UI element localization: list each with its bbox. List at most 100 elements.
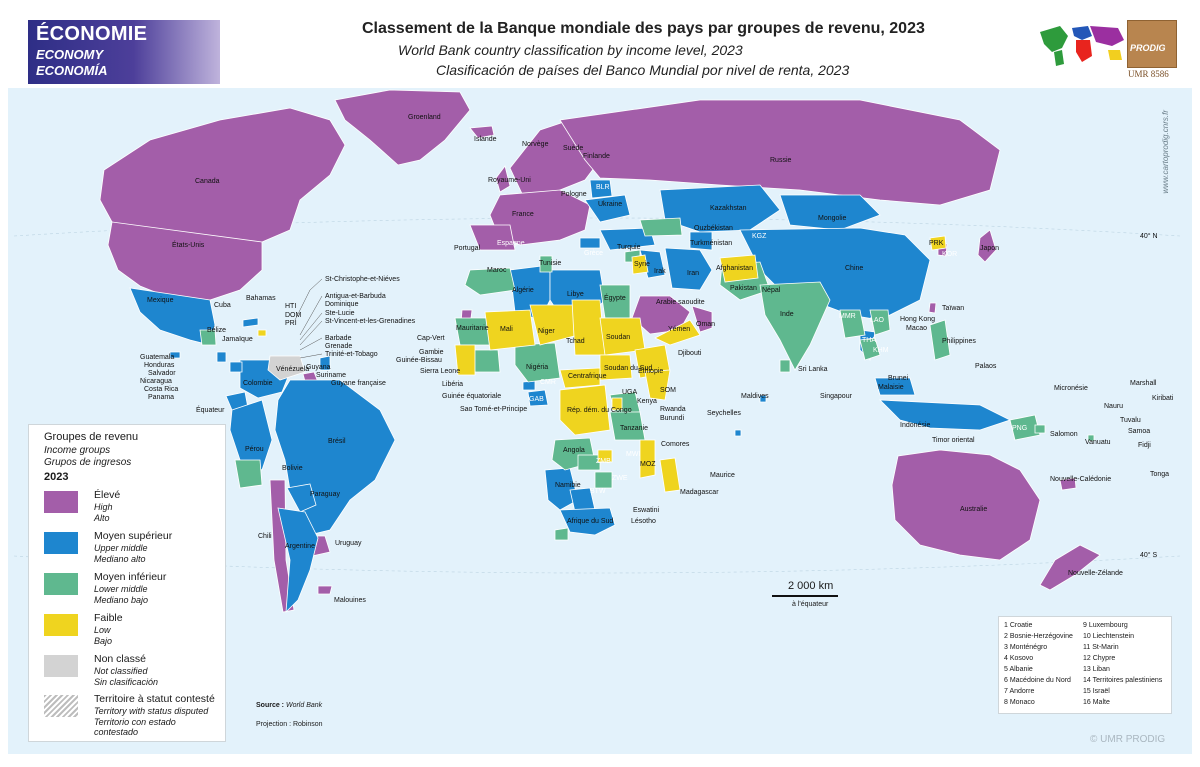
- label-perou: Pérou: [245, 446, 264, 453]
- region-malaysia: [874, 377, 916, 396]
- theme-es: ECONOMÍA: [36, 63, 108, 78]
- label-tha: THA: [862, 337, 876, 344]
- label-kgz: KGZ: [752, 233, 767, 240]
- label-kor: KOR: [942, 251, 957, 258]
- label-carib-6: Grenade: [325, 343, 352, 350]
- label-libye: Libye: [567, 291, 584, 298]
- region-paraguay: [286, 483, 317, 513]
- inset-item: 15 Israël: [1083, 688, 1110, 695]
- source-label: Source :: [256, 702, 285, 709]
- region-zambia: [577, 454, 601, 471]
- label-guyane: Guyane française: [331, 380, 386, 387]
- label-som: SOM: [660, 387, 676, 394]
- region-rwanda-burundi: [611, 397, 623, 411]
- label-colombie: Colombie: [243, 380, 273, 387]
- label-russie: Russie: [770, 157, 792, 164]
- region-solomon: [1034, 424, 1046, 434]
- region-philippines: [929, 319, 951, 361]
- legend-item-lower-middle: Moyen inférieur Lower middle Mediano baj…: [44, 571, 219, 611]
- label-malaisie: Malaisie: [878, 384, 904, 391]
- label-zmb: ZMB: [596, 458, 611, 465]
- label-kazakhstan: Kazakhstan: [710, 205, 747, 212]
- label-blr: BLR: [596, 184, 610, 191]
- label-irak: Irak: [654, 268, 666, 275]
- prodig-logo-text: PRODIG: [1130, 43, 1166, 53]
- label-nouvelle-caledonie: Nouvelle-Calédonie: [1050, 476, 1111, 483]
- label-uruguay: Uruguay: [335, 540, 362, 547]
- label-sao-tome: Sao Tomé-et-Principe: [460, 406, 527, 413]
- label-costa-rica: Costa Rica: [144, 386, 178, 393]
- legend-swatch-low: [44, 614, 78, 636]
- legend-item-high: Élevé High Alto: [44, 489, 219, 529]
- label-afrique-du-sud: Afrique du Sud: [567, 518, 613, 525]
- label-comores: Comores: [661, 441, 690, 448]
- label-syrie: Syrie: [634, 261, 650, 268]
- inset-item: 8 Monaco: [1004, 699, 1035, 706]
- label-eswatini: Eswatini: [633, 507, 660, 514]
- carib-leader-lines: [294, 278, 323, 359]
- label-carib-5: Barbade: [325, 335, 352, 342]
- legend-label-en: Lower middle: [94, 584, 148, 594]
- theme-fr: ÉCONOMIE: [36, 23, 148, 45]
- label-mongolie: Mongolie: [818, 215, 847, 222]
- label-yemen: Yémen: [668, 326, 690, 333]
- inset-item: 13 Liban: [1083, 666, 1110, 673]
- region-russia: [559, 99, 1001, 206]
- label-carib-4: St-Vincent-et-les-Grenadines: [325, 318, 416, 325]
- label-djibouti: Djibouti: [678, 350, 702, 357]
- label-hong-kong: Hong Kong: [900, 316, 935, 323]
- label-ouzbekistan: Ouzbékistan: [694, 225, 733, 232]
- theme-banner: ÉCONOMIE ECONOMY ECONOMÍA: [28, 20, 220, 84]
- label-tonga: Tonga: [1150, 471, 1169, 478]
- region-myanmar: [839, 309, 866, 339]
- label-turquie: Turquie: [617, 244, 641, 251]
- label-belize: Bélize: [207, 327, 226, 334]
- scale-note: à l'équateur: [792, 601, 829, 608]
- legend-label-en: Territory with status disputed: [94, 706, 209, 716]
- region-uzbekistan: [639, 217, 683, 237]
- inset-item: 11 St-Marin: [1083, 644, 1119, 651]
- legend-label-en: High: [94, 502, 113, 512]
- label-afghanistan: Afghanistan: [716, 265, 753, 272]
- region-drc: [559, 384, 611, 436]
- legend-label-en: Upper middle: [94, 543, 148, 553]
- legend-label-en: Not classified: [94, 666, 148, 676]
- label-inde: Inde: [780, 311, 794, 318]
- label-etats-unis: États-Unis: [172, 240, 205, 249]
- inset-item: 6 Macédoine du Nord: [1004, 677, 1071, 684]
- label-turkmenistan: Turkménistan: [690, 240, 732, 247]
- region-morocco: [464, 267, 516, 296]
- label-40n: 40° N: [1140, 232, 1158, 240]
- region-guatemala: [169, 351, 181, 359]
- region-chad: [571, 299, 606, 356]
- region-iran: [664, 247, 713, 291]
- scale-label: 2 000 km: [788, 580, 834, 592]
- label-soudan: Soudan: [606, 334, 630, 341]
- label-carib-1: Antigua-et-Barbuda: [325, 293, 386, 300]
- label-taiwan: Taïwan: [942, 305, 964, 312]
- label-mexique: Mexique: [147, 297, 174, 304]
- label-seychelles: Seychelles: [707, 410, 741, 417]
- region-central-america: [199, 329, 217, 346]
- region-north-korea: [929, 235, 947, 251]
- label-canada: Canada: [195, 178, 220, 185]
- label-bresil: Brésil: [328, 438, 346, 445]
- region-suriname: [319, 355, 331, 371]
- label-brunei: Brunei: [888, 375, 909, 382]
- inset-item: 10 Liechtenstein: [1083, 633, 1134, 640]
- label-palaos: Palaos: [975, 363, 997, 370]
- label-nepal: Népal: [762, 287, 781, 294]
- region-yemen: [654, 319, 701, 346]
- legend-year: 2023: [44, 471, 69, 483]
- label-burundi: Burundi: [660, 415, 685, 422]
- label-jamaique: Jamaïque: [222, 336, 253, 343]
- label-finlande: Finlande: [583, 153, 610, 160]
- label-maldives: Maldives: [741, 393, 769, 400]
- label-pologne: Pologne: [561, 191, 587, 198]
- label-lao: LAO: [870, 317, 885, 324]
- label-chine: Chine: [845, 265, 863, 272]
- theme-en: ECONOMY: [36, 47, 104, 62]
- upper-middle-income-countries: [129, 179, 1012, 614]
- label-btw: BTW: [590, 488, 606, 495]
- scale-bar: 2 000 km à l'équateur: [770, 580, 840, 614]
